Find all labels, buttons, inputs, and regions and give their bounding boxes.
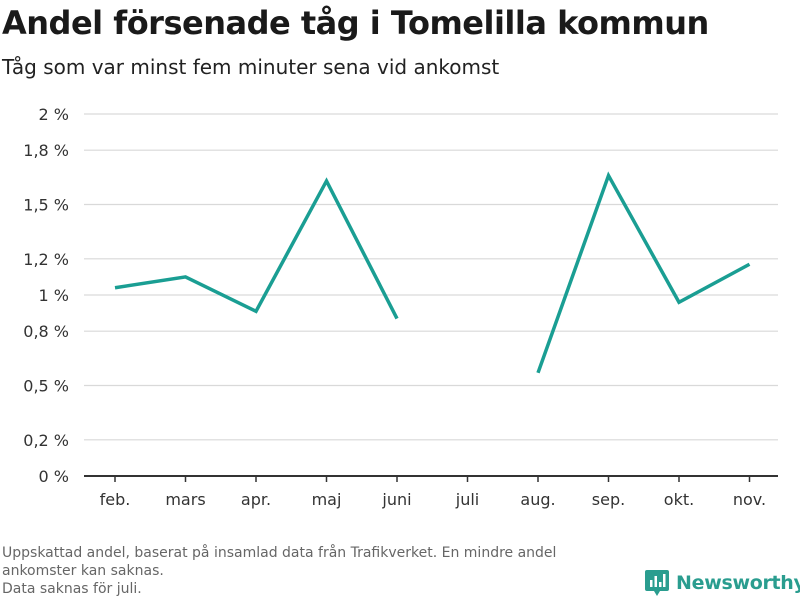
footnote-line: Data saknas för juli. [2, 581, 142, 597]
y-tick-label: 2 % [39, 105, 69, 124]
x-axis-ticks: feb. mars apr. maj juni juli aug. sep. okt. nov. [100, 476, 766, 509]
x-tick-label: juli [455, 490, 479, 509]
x-tick-label: sep. [592, 490, 625, 509]
newsworthy-logo-icon [645, 570, 669, 596]
chart-title: Andel försenade tåg i Tomelilla kommun [2, 4, 709, 42]
series-line [536, 171, 751, 374]
y-axis-ticks: 0 % 0,2 % 0,5 % 0,8 % 1 % 1,2 % 1,5 % 1,8 % 2 % [23, 105, 69, 486]
y-tick-label: 0,2 % [23, 431, 69, 450]
y-tick-label: 0,8 % [23, 322, 69, 341]
x-tick-label: aug. [520, 490, 555, 509]
y-tick-label: 1,8 % [23, 141, 69, 160]
series-line [114, 177, 399, 320]
series-lines [114, 171, 751, 374]
x-tick-label: okt. [664, 490, 694, 509]
x-tick-label: feb. [100, 490, 131, 509]
x-tick-label: maj [312, 490, 342, 509]
brand-name: Newsworthy [676, 572, 800, 594]
x-tick-label: mars [165, 490, 205, 509]
footnote-line: ankomster kan saknas. [2, 563, 164, 579]
y-tick-label: 1,5 % [23, 196, 69, 215]
line-chart: 0 %0,2 %0,5 %0,8 %1 %1,2 %1,5 %1,8 %2 % … [23, 105, 778, 509]
x-tick-label: juni [381, 490, 411, 509]
brand-logo: Newsworthy [644, 569, 800, 597]
y-tick-label: 0 % [39, 467, 69, 486]
grid-lines [84, 113, 778, 477]
footnote: Uppskattad andel, baserat på insamlad da… [2, 544, 642, 598]
y-tick-label: 0,5 % [23, 377, 69, 396]
chart-subtitle: Tåg som var minst fem minuter sena vid a… [2, 55, 500, 79]
x-tick-label: apr. [241, 490, 271, 509]
footnote-line: Uppskattad andel, baserat på insamlad da… [2, 545, 557, 561]
x-tick-label: nov. [733, 490, 766, 509]
y-tick-label: 1 % [39, 286, 69, 305]
y-tick-label: 1,2 % [23, 250, 69, 269]
